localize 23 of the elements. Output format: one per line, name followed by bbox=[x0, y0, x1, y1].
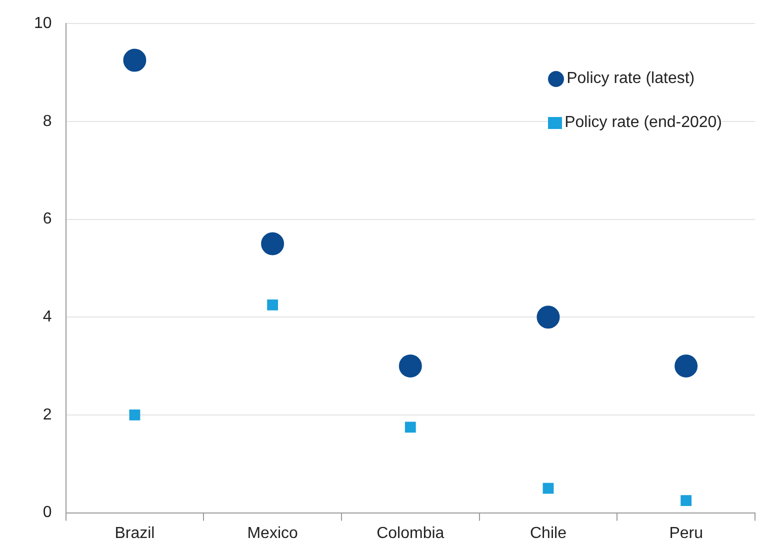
point bbox=[674, 354, 698, 378]
point bbox=[404, 422, 416, 433]
y-tick-label: 0 bbox=[42, 504, 52, 522]
x-tick-label: Brazil bbox=[114, 524, 155, 542]
point bbox=[398, 354, 422, 378]
x-tick-label: Peru bbox=[669, 524, 703, 542]
point bbox=[680, 495, 692, 506]
legend-label: Policy rate (end-2020) bbox=[564, 114, 722, 132]
y-tick-label: 10 bbox=[34, 15, 52, 32]
y-tick-label: 8 bbox=[42, 112, 52, 130]
y-tick-label: 2 bbox=[42, 406, 52, 424]
point bbox=[129, 410, 140, 420]
legend-label: Policy rate (latest) bbox=[566, 70, 695, 88]
point bbox=[261, 232, 284, 256]
point bbox=[536, 306, 560, 329]
x-tick-label: Colombia bbox=[376, 524, 444, 542]
y-tick-label: 6 bbox=[42, 210, 52, 228]
x-tick-label: Mexico bbox=[247, 524, 298, 542]
point bbox=[542, 482, 554, 494]
y-tick-label: 4 bbox=[42, 308, 52, 326]
point bbox=[267, 299, 278, 310]
x-tick-label: Chile bbox=[530, 524, 567, 542]
point bbox=[123, 48, 146, 72]
